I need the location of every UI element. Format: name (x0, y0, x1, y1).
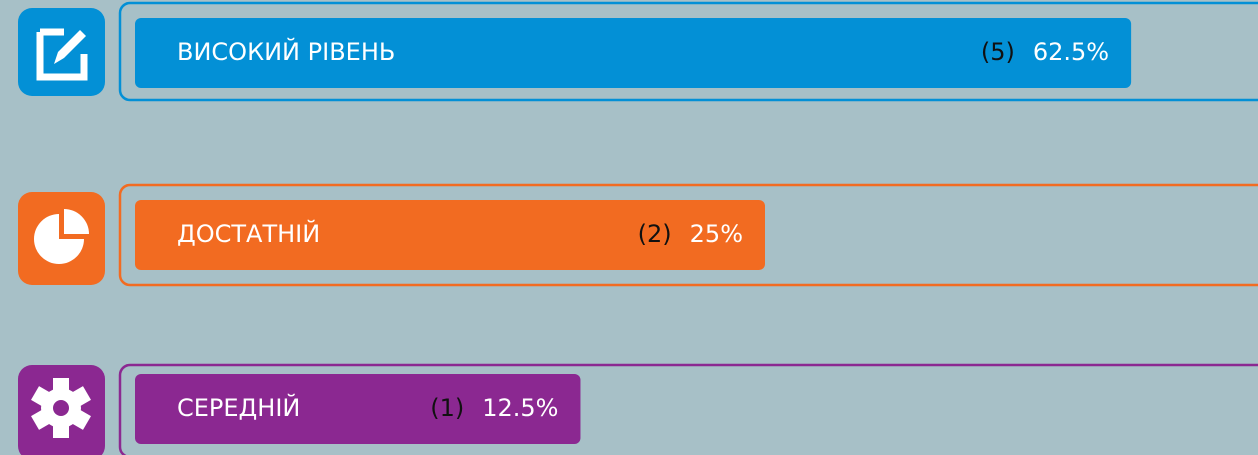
value-label: 25% (690, 220, 743, 248)
icon-pie (18, 192, 105, 285)
row-frame (118, 363, 1258, 455)
icon-edit-pen (54, 30, 86, 64)
bar (135, 18, 1132, 88)
icons (18, 8, 105, 455)
icon-edit-frame (36, 28, 88, 81)
value-label: 12.5% (482, 394, 558, 422)
category-label: ДОСТАТНІЙ (177, 219, 320, 248)
count-label: (1) (430, 394, 464, 422)
category-label: СЕРЕДНІЙ (177, 393, 300, 422)
bar (135, 200, 765, 270)
icon-gear-shape (31, 378, 91, 438)
row-frame (118, 183, 1258, 287)
icon-pie-slice (64, 209, 89, 234)
icon-pie-body (34, 214, 84, 264)
count-label: (5) (981, 38, 1015, 66)
category-label: ВИСОКИЙ РІВЕНЬ (177, 37, 395, 66)
row-frame (118, 1, 1258, 102)
value-label: 62.5% (1033, 38, 1109, 66)
count-label: (2) (638, 220, 672, 248)
bar (135, 374, 581, 444)
